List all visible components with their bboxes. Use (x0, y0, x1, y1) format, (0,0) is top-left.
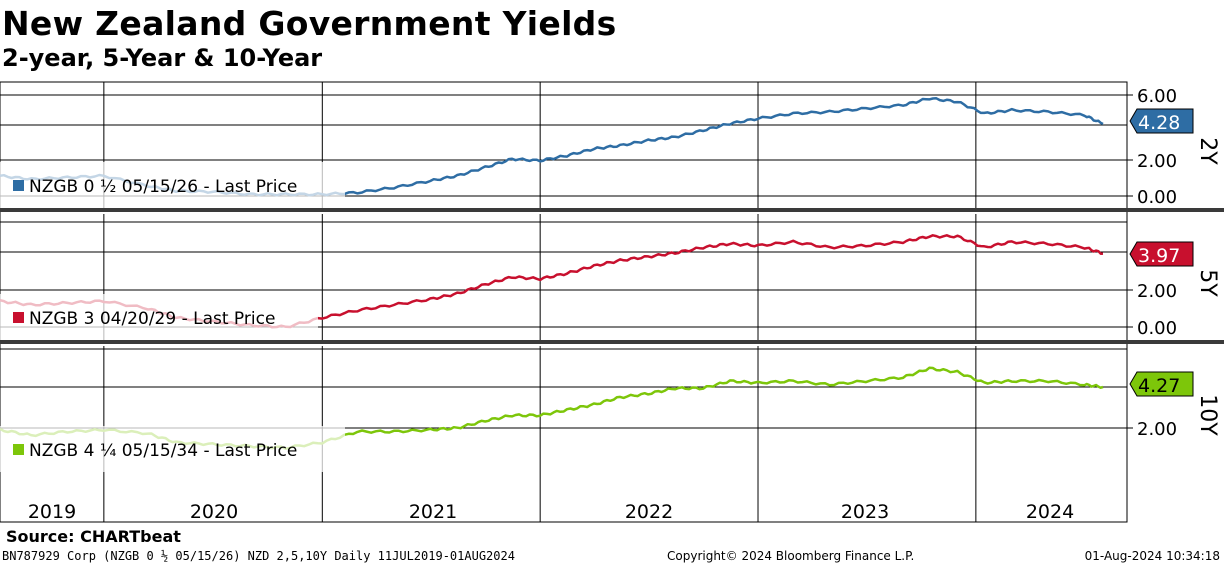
last-value-badge-y5 (1129, 241, 1194, 267)
y-tick-label: 6.00 (1137, 86, 1177, 107)
panel-separator (0, 340, 1224, 344)
panel-label-y2: 2Y (1195, 137, 1220, 165)
legend-swatch-y2 (13, 180, 24, 191)
last-value-label-y2: 4.28 (1138, 112, 1180, 134)
panel-label-y5: 5Y (1195, 269, 1220, 297)
chart-title: New Zealand Government Yields (2, 4, 617, 43)
last-value-badge-y2 (1129, 108, 1194, 134)
x-tick-label: 2021 (409, 501, 457, 523)
legend-label-y2: NZGB 0 ½ 05/15/26 - Last Price (29, 177, 297, 197)
last-value-label-y5: 3.97 (1138, 245, 1180, 267)
y-tick-label: 2.00 (1137, 281, 1177, 302)
legend-label-y5: NZGB 3 04/20/29 - Last Price (29, 309, 275, 329)
x-tick-label: 2020 (190, 501, 238, 523)
source-note: Source: CHARTbeat (6, 527, 181, 546)
last-value-label-y10: 4.27 (1138, 375, 1180, 397)
x-tick-label: 2019 (28, 501, 76, 523)
legend-swatch-y10 (13, 444, 24, 455)
y-tick-label: 2.00 (1137, 419, 1177, 440)
plot-frame (0, 81, 1128, 523)
y-tick-label: 0.00 (1137, 187, 1177, 208)
y-tick-label: 2.00 (1137, 151, 1177, 172)
legend-swatch-y5 (13, 312, 24, 323)
chart-subtitle: 2-year, 5-Year & 10-Year (2, 44, 323, 72)
x-tick-label: 2024 (1026, 501, 1074, 523)
panel-label-y10: 10Y (1195, 394, 1220, 436)
footer-copyright: Copyright© 2024 Bloomberg Finance L.P. (667, 549, 915, 563)
last-value-badge-y10 (1129, 371, 1194, 397)
footer-timestamp: 01-Aug-2024 10:34:18 (1084, 549, 1220, 563)
x-tick-label: 2022 (625, 501, 673, 523)
legend-box-y5 (0, 294, 318, 340)
y-tick-label: 0.00 (1137, 318, 1177, 339)
footer-ticker: BN787929 Corp (NZGB 0 ½ 05/15/26) NZD 2,… (2, 549, 515, 563)
legend-label-y10: NZGB 4 ¼ 05/15/34 - Last Price (29, 441, 297, 461)
legend-box-y2 (0, 162, 345, 208)
legend-box-y10 (0, 426, 345, 472)
panel-separator (0, 208, 1224, 212)
x-tick-label: 2023 (841, 501, 889, 523)
